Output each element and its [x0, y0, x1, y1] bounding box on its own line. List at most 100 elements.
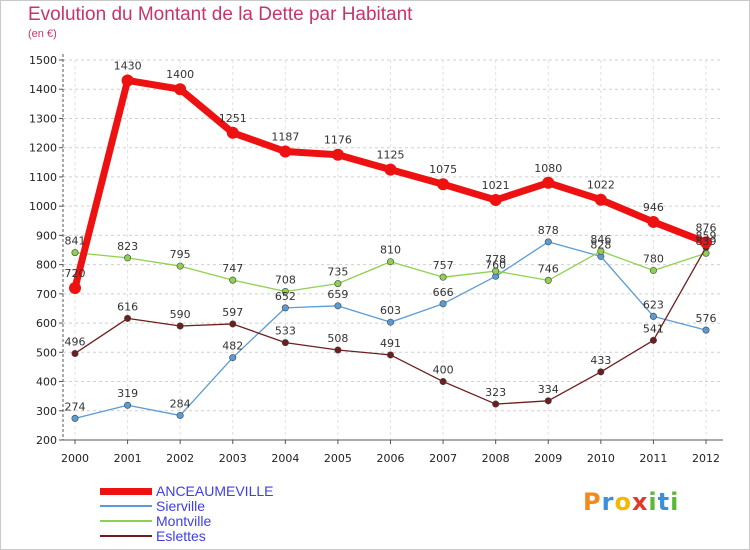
y-tick-label: 400: [36, 376, 57, 389]
data-label: 878: [538, 224, 559, 237]
y-tick-label: 1400: [29, 83, 57, 96]
data-label: 652: [275, 290, 296, 303]
x-tick-label: 2001: [114, 452, 142, 465]
data-label: 541: [643, 322, 664, 335]
data-point: [229, 354, 237, 362]
data-label: 1075: [429, 163, 457, 176]
x-tick-label: 2003: [219, 452, 247, 465]
data-label: 946: [643, 201, 664, 214]
data-point: [279, 145, 292, 158]
y-tick-label: 500: [36, 346, 57, 359]
data-label: 1021: [482, 179, 510, 192]
legend-label: Eslettes: [156, 528, 206, 544]
logo-letter: P: [583, 488, 602, 516]
x-tick-label: 2012: [692, 452, 720, 465]
data-label: 1022: [587, 179, 615, 192]
data-label: 810: [380, 244, 401, 257]
data-point: [544, 238, 552, 246]
data-point: [71, 414, 79, 422]
legend-swatch: [100, 535, 152, 537]
legend-label: Montville: [156, 513, 212, 529]
legend-item: Sierville: [100, 499, 340, 514]
data-label: 334: [538, 383, 559, 396]
x-tick-label: 2008: [482, 452, 510, 465]
y-tick-label: 1100: [29, 171, 57, 184]
data-label: 1125: [377, 149, 405, 162]
data-label: 846: [590, 233, 611, 246]
data-point: [492, 400, 500, 408]
data-label: 496: [65, 335, 86, 348]
data-label: 839: [696, 235, 717, 248]
legend-label: ANCEAUMEVILLE: [156, 483, 274, 499]
data-label: 400: [433, 364, 454, 377]
legend-swatch: [100, 520, 152, 522]
x-tick-label: 2002: [166, 452, 194, 465]
data-point: [281, 288, 289, 296]
grid: [63, 59, 723, 441]
y-tick-label: 1500: [29, 54, 57, 67]
data-label: 590: [170, 308, 191, 321]
data-point: [229, 320, 237, 328]
chart-subtitle: (en €): [28, 28, 57, 40]
axes: 200 300 400 500 600 700 800 900 1000 1100 1200 1300…: [29, 54, 723, 465]
x-tick-label: 2005: [324, 452, 352, 465]
y-tick-label: 1000: [29, 200, 57, 213]
data-label: 747: [222, 262, 243, 275]
data-label: 323: [485, 386, 506, 399]
series-layer: [69, 74, 712, 422]
data-label: 433: [590, 354, 611, 367]
data-label: 659: [327, 288, 348, 301]
data-label: 533: [275, 325, 296, 338]
logo-letter: t: [657, 488, 671, 516]
data-point: [176, 322, 184, 330]
data-point: [281, 339, 289, 347]
x-tick-label: 2009: [534, 452, 562, 465]
data-label: 720: [65, 267, 86, 280]
legend: ANCEAUMEVILLE Sierville Montville Eslettes: [100, 484, 340, 544]
data-point: [649, 266, 657, 274]
data-point: [439, 300, 447, 308]
x-tick-label: 2007: [429, 452, 457, 465]
data-label: 1430: [114, 59, 142, 72]
data-point: [594, 193, 607, 206]
data-point: [544, 397, 552, 405]
data-label: 735: [327, 266, 348, 279]
data-labels: 274 319 284 482 652 659 603 666 760 878 828 623 576 8…: [65, 59, 717, 413]
logo-letter: x: [631, 488, 649, 516]
y-tick-label: 700: [36, 288, 57, 301]
data-point: [71, 349, 79, 357]
logo-letter: i: [648, 488, 658, 516]
legend-label: Sierville: [156, 498, 206, 514]
logo-letter: r: [601, 488, 615, 516]
y-tick-label: 1300: [29, 112, 57, 125]
data-point: [439, 273, 447, 281]
data-label: 616: [117, 300, 138, 313]
data-label: 708: [275, 274, 296, 287]
data-point: [334, 346, 342, 354]
data-point: [176, 411, 184, 419]
data-label: 319: [117, 387, 138, 400]
data-point: [384, 163, 397, 176]
x-tick-label: 2006: [377, 452, 405, 465]
data-label: 876: [696, 221, 717, 234]
data-point: [437, 178, 450, 191]
legend-item: Eslettes: [100, 529, 340, 544]
data-point: [492, 267, 500, 275]
data-point: [647, 215, 660, 228]
data-point: [174, 83, 187, 96]
data-point: [124, 314, 132, 322]
legend-swatch: [100, 505, 152, 507]
data-label: 1187: [271, 130, 299, 143]
x-tick-label: 2004: [271, 452, 299, 465]
data-point: [386, 351, 394, 359]
data-point: [649, 336, 657, 344]
data-label: 491: [380, 337, 401, 350]
logo-letter: o: [614, 488, 632, 516]
data-label: 1080: [534, 162, 562, 175]
data-point: [334, 280, 342, 288]
data-label: 859: [696, 229, 717, 242]
data-label: 823: [117, 240, 138, 253]
data-label: 1176: [324, 134, 352, 147]
data-point: [331, 148, 344, 161]
